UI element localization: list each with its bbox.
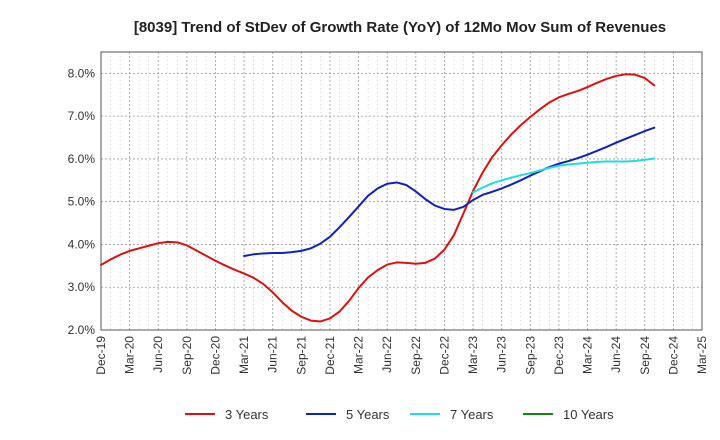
legend-item-3-years: 3 Years: [185, 407, 269, 422]
x-tick-label: Jun-20: [151, 336, 165, 373]
x-tick-label: Mar-24: [581, 336, 595, 374]
x-tick-label: Mar-20: [123, 336, 137, 374]
x-tick-label: Sep-21: [294, 336, 308, 375]
legend-item-5-years: 5 Years: [306, 407, 390, 422]
series-line-5-years: [243, 126, 656, 258]
legend-label: 10 Years: [563, 407, 614, 422]
legend: 3 Years 5 Years 7 Years 10 Years: [185, 407, 614, 422]
x-tick-label: Dec-22: [437, 336, 451, 375]
axes: [100, 51, 703, 331]
x-tick-label: Sep-24: [638, 336, 652, 375]
x-tick-label: Sep-20: [180, 336, 194, 375]
x-tick-label: Mar-21: [237, 336, 251, 374]
plot-background: [101, 52, 702, 330]
x-tick-label: Dec-20: [208, 336, 222, 375]
x-tick-label: Dec-21: [323, 336, 337, 375]
legend-item-10-years: 10 Years: [523, 407, 614, 422]
y-tick-label: 4.0%: [68, 237, 96, 251]
series-line-7-years: [472, 157, 656, 194]
x-tick-label: Mar-25: [695, 336, 709, 374]
legend-item-7-years: 7 Years: [410, 407, 494, 422]
x-tick-label: Jun-22: [380, 336, 394, 373]
y-tick-label: 3.0%: [68, 280, 96, 294]
series-line-3-years: [100, 73, 656, 323]
series-layer: [100, 73, 656, 323]
y-tick-label: 2.0%: [68, 323, 96, 337]
y-axis-tick-labels: 2.0% 3.0% 4.0% 5.0% 6.0% 7.0% 8.0%: [68, 66, 96, 337]
legend-label: 7 Years: [450, 407, 494, 422]
x-tick-label: Dec-23: [552, 336, 566, 375]
plot-area: [101, 52, 702, 330]
legend-label: 3 Years: [225, 407, 269, 422]
chart-title: [8039] Trend of StDev of Growth Rate (Yo…: [134, 19, 666, 36]
x-tick-label: Jun-21: [266, 336, 280, 373]
x-axis-tick-labels: Dec-19 Mar-20 Jun-20 Sep-20 Dec-20 Mar-21 Jun-…: [94, 336, 709, 375]
y-tick-label: 7.0%: [68, 109, 96, 123]
x-tick-label: Sep-22: [409, 336, 423, 375]
y-tick-label: 5.0%: [68, 195, 96, 209]
y-tick-label: 6.0%: [68, 152, 96, 166]
x-tick-label: Dec-24: [666, 336, 680, 375]
legend-label: 5 Years: [346, 407, 390, 422]
y-tick-label: 8.0%: [68, 66, 96, 80]
x-tick-label: Dec-19: [94, 336, 108, 375]
x-tick-label: Jun-24: [609, 336, 623, 373]
x-tick-label: Mar-22: [352, 336, 366, 374]
grid-lines: [101, 52, 702, 331]
x-tick-label: Sep-23: [523, 336, 537, 375]
x-tick-label: Mar-23: [466, 336, 480, 374]
x-tick-label: Jun-23: [495, 336, 509, 373]
plot-border: [100, 51, 703, 331]
